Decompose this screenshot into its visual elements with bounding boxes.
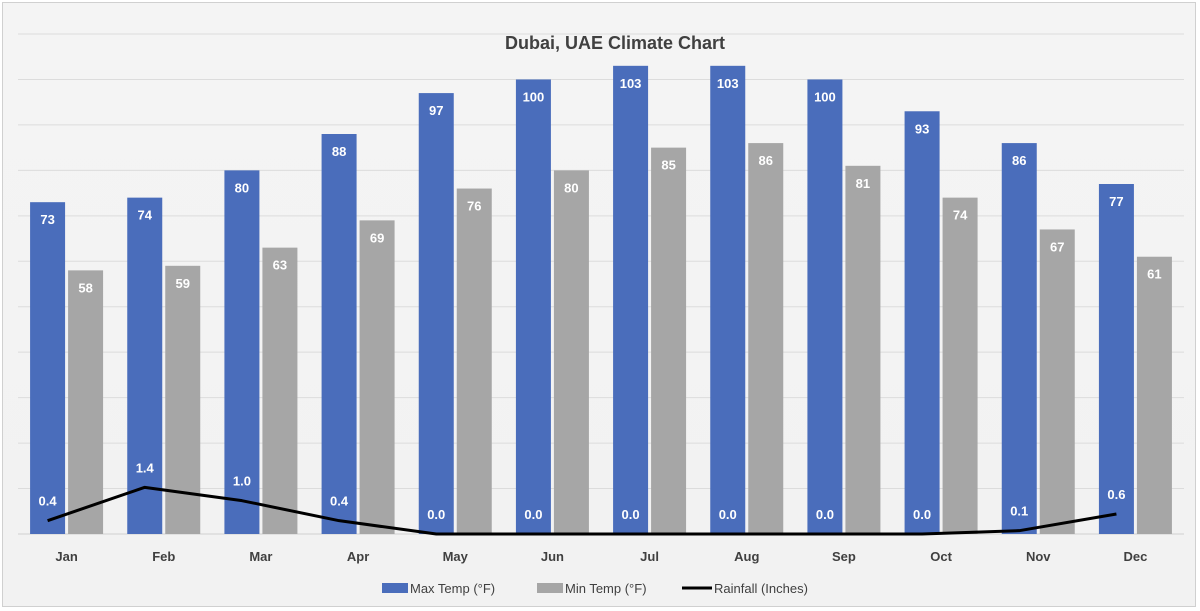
rainfall-line [47, 485, 1117, 536]
min-temp-bar [262, 247, 298, 535]
x-tick-label: Oct [930, 549, 952, 564]
min-temp-label: 81 [856, 176, 870, 191]
min-temp-label: 59 [176, 276, 190, 291]
rainfall-label: 1.4 [136, 460, 155, 475]
min-temp-label: 76 [467, 199, 481, 214]
min-temp-label: 80 [564, 180, 578, 195]
rainfall-label: 0.1 [1010, 504, 1028, 519]
legend-label: Min Temp (°F) [565, 581, 647, 596]
legend-swatch [537, 583, 563, 593]
x-tick-label: Mar [249, 549, 272, 564]
rainfall-label: 0.4 [39, 494, 58, 509]
x-tick-label: Jun [541, 549, 564, 564]
x-tick-label: May [443, 549, 469, 564]
max-temp-label: 88 [332, 144, 346, 159]
max-temp-bar [613, 65, 649, 535]
x-tick-label: Sep [832, 549, 856, 564]
x-axis-ticks: Jan Feb Mar Apr May Jun Jul Aug Sep Oct Nov Dec [55, 549, 1147, 564]
min-temp-label: 58 [78, 280, 92, 295]
legend-label: Rainfall (Inches) [714, 581, 808, 596]
max-temp-bar [30, 202, 66, 534]
max-temp-label: 100 [814, 89, 836, 104]
min-temp-bar [1039, 229, 1075, 535]
bars-group: 73 74 80 88 97 100 103 103 100 93 86 77 58 59 63 69 76 80… [30, 65, 1172, 535]
rainfall-label: 1.0 [233, 474, 251, 489]
min-temp-bar [651, 147, 687, 535]
min-temp-bar [1136, 256, 1172, 534]
rainfall-label: 0.4 [330, 494, 349, 509]
rainfall-label: 0.6 [1107, 487, 1125, 502]
max-temp-label: 86 [1012, 153, 1026, 168]
min-temp-bar [748, 143, 784, 534]
min-temp-bar [553, 170, 589, 534]
max-temp-bar [224, 170, 260, 534]
max-temp-bar [127, 197, 163, 535]
max-temp-bar [904, 111, 940, 534]
rainfall-label: 0.0 [719, 507, 737, 522]
max-temp-label: 103 [620, 76, 642, 91]
x-tick-label: Aug [734, 549, 759, 564]
min-temp-label: 61 [1147, 267, 1161, 282]
x-tick-label: Feb [152, 549, 175, 564]
x-tick-label: Nov [1026, 549, 1051, 564]
min-temp-bar [456, 188, 492, 534]
rainfall-label: 0.0 [622, 507, 640, 522]
max-temp-bar [418, 93, 454, 534]
max-temp-label: 77 [1109, 194, 1123, 209]
x-tick-label: Jan [55, 549, 77, 564]
min-temp-label: 67 [1050, 239, 1064, 254]
x-tick-label: Jul [640, 549, 659, 564]
rainfall-label: 0.0 [524, 507, 542, 522]
min-temp-bar [942, 197, 978, 535]
max-temp-bar [321, 134, 357, 534]
max-temp-label: 73 [40, 212, 54, 227]
min-temp-label: 86 [759, 153, 773, 168]
max-temp-label: 103 [717, 76, 739, 91]
rainfall-label: 0.0 [816, 507, 834, 522]
max-temp-bar [807, 79, 843, 535]
legend-swatch [382, 583, 408, 593]
legend: Max Temp (°F) Min Temp (°F) Rainfall (Inch… [382, 581, 808, 596]
max-temp-bar [710, 65, 746, 535]
min-temp-bar [845, 165, 881, 534]
max-temp-bar [1001, 143, 1037, 534]
min-temp-label: 69 [370, 230, 384, 245]
min-temp-bar [165, 265, 201, 534]
rainfall-group: 0.4 1.4 1.0 0.4 0.0 0.0 0.0 0.0 0.0 0.0 0.1 0.6 [39, 460, 1125, 536]
min-temp-label: 74 [953, 208, 968, 223]
x-tick-label: Dec [1123, 549, 1147, 564]
x-tick-label: Apr [347, 549, 369, 564]
max-temp-label: 74 [138, 208, 153, 223]
max-temp-label: 80 [235, 180, 249, 195]
max-temp-label: 100 [523, 89, 545, 104]
min-temp-label: 85 [661, 158, 675, 173]
gridlines [18, 33, 1184, 535]
min-temp-label: 63 [273, 258, 287, 273]
max-temp-bar [515, 79, 551, 535]
chart-title: Dubai, UAE Climate Chart [505, 33, 725, 53]
max-temp-label: 97 [429, 103, 443, 118]
max-temp-label: 93 [915, 121, 929, 136]
rainfall-label: 0.0 [913, 507, 931, 522]
min-temp-bar [359, 220, 395, 534]
max-temp-bar [1098, 184, 1134, 534]
rainfall-label: 0.0 [427, 507, 445, 522]
legend-label: Max Temp (°F) [410, 581, 495, 596]
min-temp-bar [68, 270, 104, 534]
